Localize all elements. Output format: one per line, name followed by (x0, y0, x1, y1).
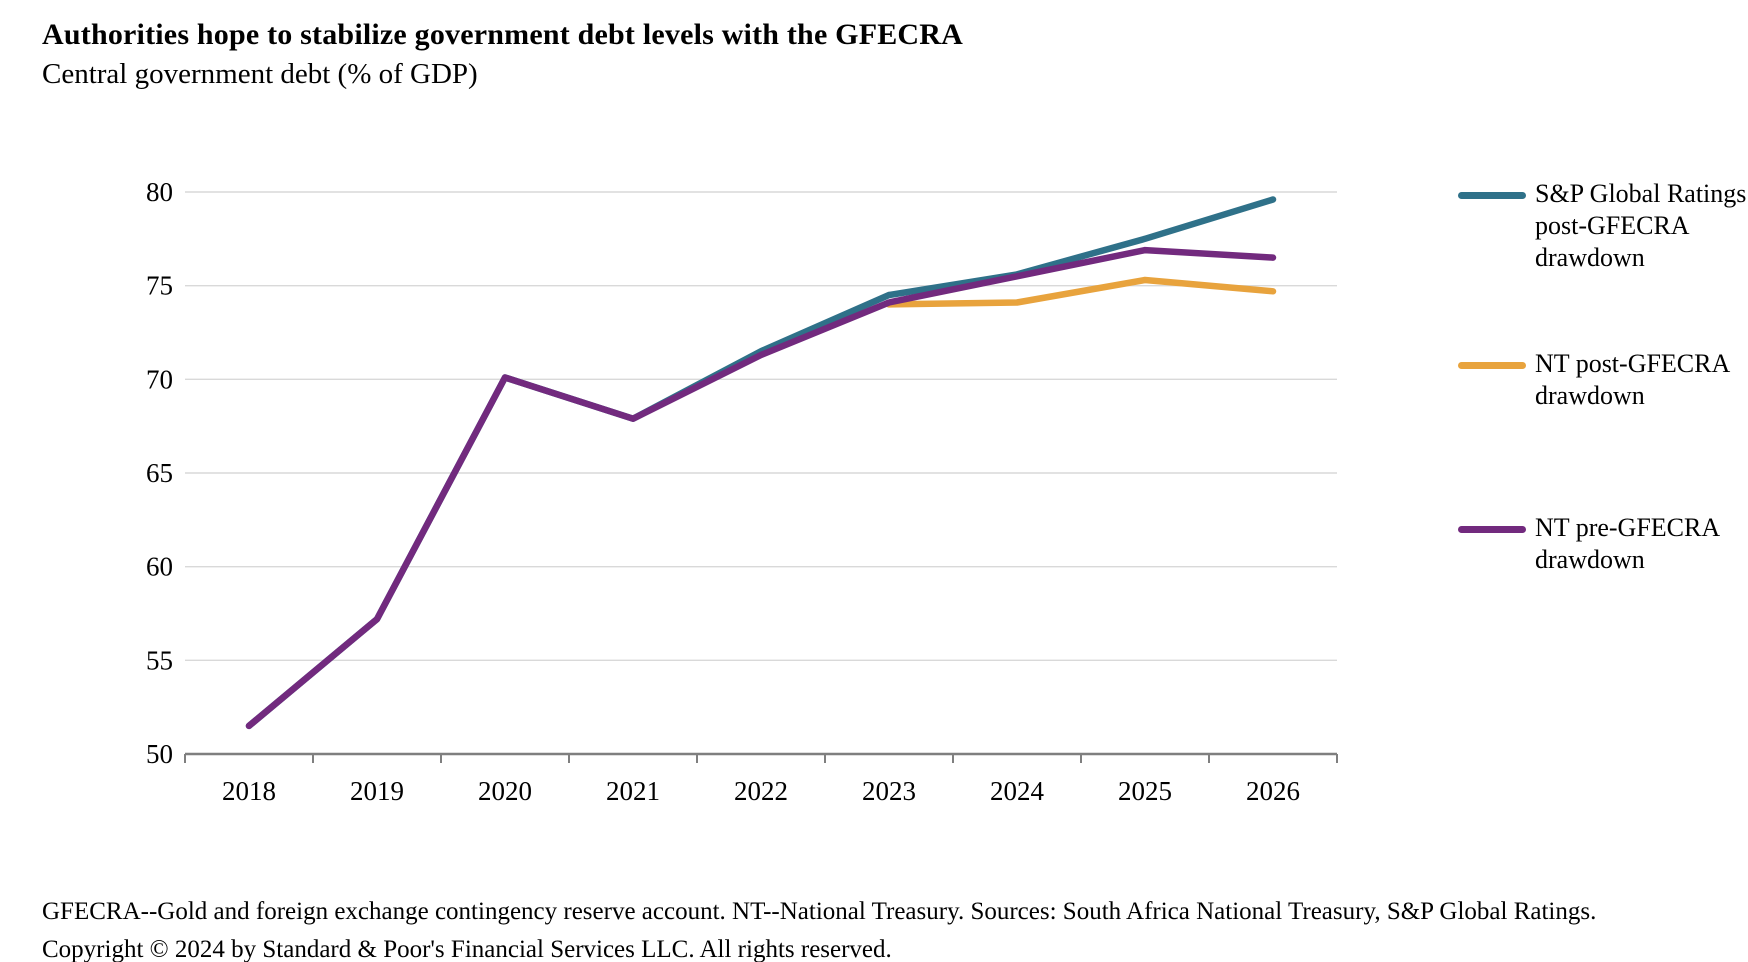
legend-item-nt-pre-gfecra-drawdown: NT pre-GFECRA drawdown (1458, 512, 1720, 576)
x-tick-label: 2019 (350, 776, 404, 806)
x-tick-label: 2025 (1118, 776, 1172, 806)
y-tick-label: 80 (146, 177, 173, 207)
series-line-nt-post-gfecra-drawdown (885, 276, 1277, 308)
legend-label: NT pre-GFECRA drawdown (1535, 513, 1721, 574)
chart-title: Authorities hope to stabilize government… (42, 18, 964, 51)
y-tick-label: 70 (146, 364, 173, 394)
chart-legend: S&P Global Ratings post-GFECRA drawdown N… (1458, 0, 1748, 880)
legend-swatch (1458, 526, 1526, 533)
x-tick-label: 2024 (990, 776, 1045, 806)
line-chart-plot-area: 50 55 60 65 70 75 80 2018 2019 2020 2021 2022 2023 20… (146, 177, 1338, 806)
legend-item-s-p-global-ratings-post-gfecra-drawdown: S&P Global Ratings post-GFECRA drawdown (1458, 178, 1746, 274)
legend-swatch (1458, 362, 1526, 369)
legend-item-nt-post-gfecra-drawdown: NT post-GFECRA drawdown (1458, 348, 1730, 412)
x-tick-label: 2022 (734, 776, 788, 806)
line-chart-svg: 50 55 60 65 70 75 80 2018 2019 2020 2021 2022 2023 20… (146, 177, 1338, 806)
chart-subtitle: Central government debt (% of GDP) (42, 58, 478, 90)
y-tick-label: 65 (146, 458, 173, 488)
legend-label: NT post-GFECRA drawdown (1535, 349, 1731, 410)
chart-copyright: Copyright © 2024 by Standard & Poor's Fi… (42, 936, 892, 962)
legend-swatch (1458, 192, 1526, 199)
x-tick-label: 2026 (1246, 776, 1300, 806)
x-tick-label: 2023 (862, 776, 916, 806)
chart-footnote: GFECRA--Gold and foreign exchange contin… (42, 898, 1597, 925)
x-tick-label: 2018 (222, 776, 276, 806)
y-tick-label: 50 (146, 739, 173, 769)
series-line-nt-pre-gfecra-drawdown (245, 246, 1277, 730)
series-line-s-p-global-ratings-post-gfecra-drawdown (245, 196, 1277, 730)
legend-label: S&P Global Ratings post-GFECRA drawdown (1535, 179, 1747, 272)
x-tick-label: 2021 (606, 776, 660, 806)
y-tick-label: 75 (146, 271, 173, 301)
y-tick-label: 60 (146, 552, 173, 582)
x-tick-label: 2020 (478, 776, 532, 806)
y-tick-label: 55 (146, 645, 173, 675)
